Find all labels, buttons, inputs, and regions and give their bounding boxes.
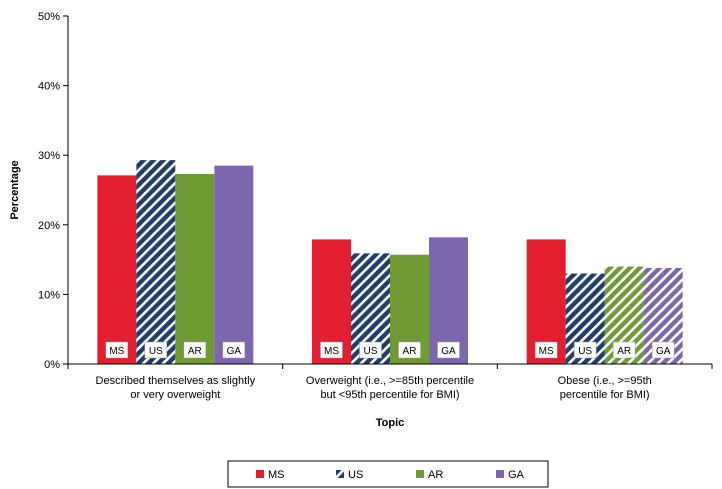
bar-label: MS [539,346,554,357]
x-category-labels: Described themselves as slightly or very … [96,375,652,401]
x-category-label: Described themselves as slightly or very … [96,375,256,401]
bar-label-box [183,341,207,359]
bar-label: GA [441,346,456,357]
bar-label-box [398,341,421,359]
bar-label-box [105,341,129,359]
bar-label: US [149,346,163,357]
bar-label-box [534,341,558,359]
x-category-label-line: or very overweight [130,389,220,401]
bar-label: AR [617,346,631,357]
y-axis-ticks: 0% 10% 20% 30% 40% 50% [38,11,68,371]
y-tick-label: 40% [38,81,60,93]
x-category-label-line: Described themselves as slightly [96,375,256,387]
legend-label-ms: MS [268,469,285,481]
y-axis-title: Percentage [9,160,21,219]
bar-label-box [437,341,460,359]
bar-label: MS [324,346,339,357]
x-category-label-line: percentile for BMI) [560,389,650,401]
bar-ms [97,175,137,364]
y-tick-label: 0% [44,359,60,371]
bar-label-box [651,341,675,359]
bar-label-box [612,341,636,359]
bar-us [136,160,176,364]
y-axis-title-group: Percentage [9,160,21,219]
x-category-label: Obese (i.e., >=95th percentile for BMI) [558,375,652,401]
legend-label-ar: AR [428,469,443,481]
legend-label-us: US [348,469,363,481]
bar-label: AR [188,346,202,357]
y-tick-label: 30% [38,150,60,162]
legend-swatch-us [336,470,344,478]
legend-swatch-ar [416,470,424,478]
x-category-label-line: Obese (i.e., >=95th [558,375,652,387]
y-tick-label: 50% [38,11,60,23]
bar-label: US [364,346,378,357]
y-tick-label: 20% [38,220,60,232]
x-category-label-line: Overweight (i.e., >=85th percentile [306,375,474,387]
x-category-label-line: but <95th percentile for BMI) [320,389,459,401]
bar-label: GA [656,346,671,357]
bar-label-box [144,341,168,359]
x-axis-title: Topic [376,417,405,429]
legend-swatch-ga [496,470,504,478]
bar-ar [175,173,215,364]
bar-label-box [359,341,382,359]
bar-label: MS [109,346,124,357]
bar-label: GA [227,346,242,357]
bar-label-box [222,341,246,359]
legend-label-ga: GA [508,469,525,481]
bars: MS MS MS US US US AR AR AR GA GA GA [97,160,683,364]
bar-label: AR [403,346,417,357]
bar-label: US [578,346,592,357]
x-category-label: Overweight (i.e., >=85th percentile but <… [306,375,474,401]
bar-label-box [320,341,343,359]
legend-box [227,460,549,488]
y-tick-label: 10% [38,289,60,301]
bar-label-box [573,341,597,359]
legend-swatch-ms [256,470,264,478]
legend: MS US AR GA [227,460,549,488]
axes [67,16,713,369]
bar-ga [214,165,254,364]
